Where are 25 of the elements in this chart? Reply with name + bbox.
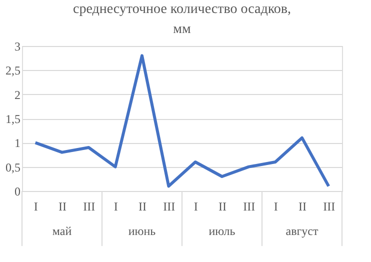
x-tick-label: II bbox=[218, 200, 226, 214]
x-tick-label: I bbox=[274, 200, 278, 214]
x-tick-label: I bbox=[34, 200, 38, 214]
x-tick-label: III bbox=[243, 200, 256, 214]
text: август bbox=[286, 224, 319, 238]
x-tick-label: III bbox=[163, 200, 176, 214]
y-tick-label: 2,5 bbox=[6, 64, 20, 78]
x-tick-label: II bbox=[298, 200, 306, 214]
y-tick-label: 3 bbox=[14, 40, 20, 54]
chart-title: среднесуточное количество осадков, мм bbox=[72, 2, 292, 37]
y-tick-label: 1 bbox=[14, 136, 20, 150]
x-tick-label: I bbox=[194, 200, 198, 214]
y-tick-label: 1,5 bbox=[6, 112, 20, 126]
text: июль bbox=[208, 224, 236, 238]
x-tick-label: II bbox=[138, 200, 146, 214]
x-tick-label: III bbox=[83, 200, 96, 214]
text: июнь bbox=[128, 224, 156, 238]
y-tick-label: 0 bbox=[14, 184, 20, 198]
x-tick-label: III bbox=[323, 200, 336, 214]
x-tick-label: I bbox=[114, 200, 118, 214]
text: май bbox=[52, 224, 72, 238]
line-series bbox=[34, 54, 330, 188]
x-tick-label: II bbox=[58, 200, 66, 214]
y-tick-label: 2 bbox=[14, 88, 20, 102]
y-tick-label: 0,5 bbox=[6, 160, 20, 174]
